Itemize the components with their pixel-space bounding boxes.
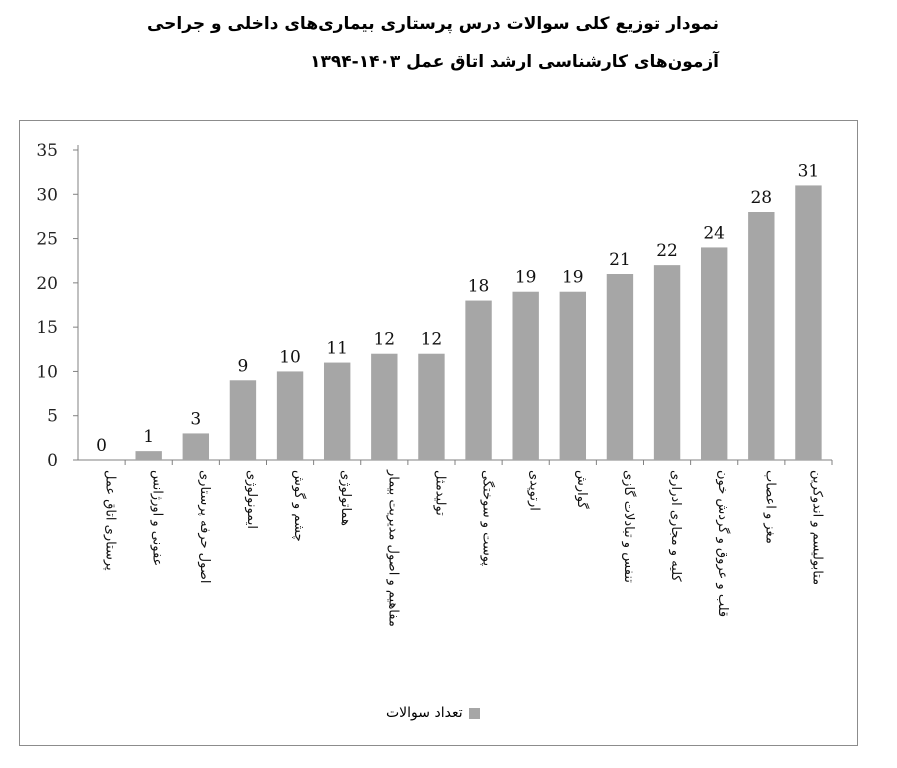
bar [559, 291, 587, 460]
chart-title-line2: آزمون‌های کارشناسی ارشد اتاق عمل ۱۴۰۳-۱۳… [310, 52, 719, 72]
bar [700, 247, 728, 460]
data-label: 21 [609, 250, 631, 270]
data-label: 22 [656, 241, 678, 261]
data-label: 24 [703, 223, 725, 243]
category-label: گوارش [574, 470, 590, 509]
data-label: 12 [373, 330, 395, 350]
bar [748, 212, 775, 460]
bar [653, 265, 681, 460]
data-label: 28 [750, 188, 772, 208]
category-label: مغز و اعصاب [762, 470, 777, 544]
category-label: اصول حرفه پرستاری [197, 470, 212, 584]
y-tick-label: 10 [36, 362, 58, 382]
data-label: 18 [468, 277, 490, 297]
chart-title-line1: نمودار توزیع کلی سوالات درس پرستاری بیما… [146, 14, 719, 34]
legend-swatch [468, 707, 480, 719]
bar [795, 185, 822, 460]
y-tick-label: 35 [36, 141, 58, 161]
category-label: متابولیسم و اندوکرین [809, 470, 824, 585]
data-label: 12 [421, 330, 443, 350]
data-label: 11 [326, 339, 348, 359]
y-tick-label: 20 [36, 274, 58, 294]
category-label: ارتوپدی [527, 470, 542, 511]
bar [465, 300, 492, 460]
data-label: 19 [562, 268, 584, 288]
category-label: کلیه و مجاری ادراری [668, 470, 683, 582]
chart-frame [19, 120, 858, 746]
bar [606, 274, 634, 460]
y-tick-label: 30 [36, 185, 58, 205]
data-label: 19 [515, 268, 537, 288]
bar [135, 451, 162, 460]
data-label: 0 [96, 436, 107, 456]
bar [182, 433, 210, 460]
category-label: پوست و سوختگی [480, 470, 496, 566]
y-tick-label: 5 [47, 407, 58, 427]
category-label: تنفس و تبادلات گازی [621, 470, 637, 583]
bar [371, 353, 398, 460]
data-label: 10 [279, 347, 301, 367]
category-label: هماتولوژی [338, 470, 353, 526]
category-label: ایمونولوژی [244, 470, 259, 529]
category-label: پرستاری اتاق عمل [103, 470, 118, 571]
category-label: عفونی و اورژانس [150, 470, 165, 566]
data-label: 1 [143, 427, 154, 447]
data-label: 31 [798, 161, 820, 181]
bar [323, 362, 351, 460]
legend-label: تعداد سوالات [386, 705, 463, 721]
category-label: چشم و گوش [291, 470, 307, 542]
category-label: تولیدمثل [432, 470, 447, 516]
bar [276, 371, 304, 460]
bar [512, 291, 539, 460]
y-tick-label: 15 [36, 318, 58, 338]
data-label: 3 [190, 409, 201, 429]
y-tick-label: 0 [47, 451, 58, 471]
category-label: قلب و عروق و گردش خون [715, 470, 731, 617]
bar [418, 353, 445, 460]
legend: تعداد سوالات [386, 705, 480, 721]
bar [229, 380, 257, 460]
category-label: مفاهیم و اصول مدیریت بیمار [385, 469, 400, 627]
data-label: 9 [238, 356, 249, 376]
y-tick-label: 25 [36, 230, 58, 250]
